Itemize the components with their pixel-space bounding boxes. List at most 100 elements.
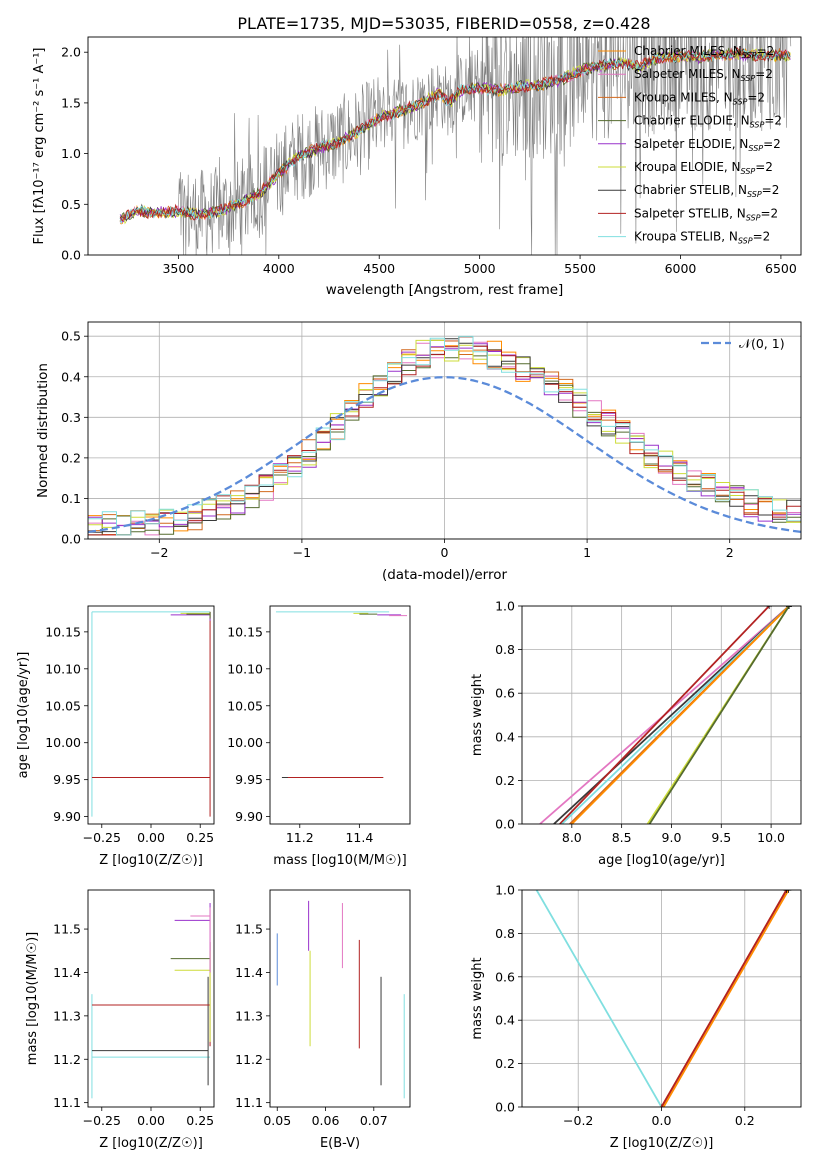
y-tick-label: 0.0 bbox=[61, 532, 81, 547]
y-tick-label: 0.0 bbox=[61, 248, 81, 263]
x-tick-label: 8.0 bbox=[562, 830, 582, 845]
x-axis-label: mass [log10(M/M☉)] bbox=[273, 853, 406, 868]
y-tick-label: 10.05 bbox=[227, 698, 263, 713]
legend-label: Salpeter ELODIE, NSSP=2 bbox=[634, 137, 781, 153]
y-tick-label: 0.4 bbox=[495, 1013, 515, 1028]
plot-area-age_vs_mass bbox=[275, 611, 408, 778]
y-axis-label: mass weight bbox=[470, 957, 485, 1039]
x-tick-label: 0 bbox=[441, 545, 449, 560]
x-tick-label: 1 bbox=[583, 545, 591, 560]
plot-area-age_vs_Z bbox=[91, 611, 211, 817]
axes-frame bbox=[87, 889, 215, 1108]
y-tick-label: 10.10 bbox=[227, 661, 263, 676]
x-axis-label: wavelength [Angstrom, rest frame] bbox=[326, 282, 564, 298]
panel-residuals: −2 −1 0 1 2 0.0 0.1 0.2 0.3 0.4 0.5 𝒩(0, 1) (data-mo… bbox=[35, 321, 802, 583]
legend-sub: SSP bbox=[742, 51, 757, 60]
y-tick-label: 11.2 bbox=[235, 1052, 263, 1067]
y-tick-label: 0.0 bbox=[495, 1100, 515, 1115]
model-spectrum bbox=[119, 46, 791, 222]
panel-mass_weight_vs_age: ++++++++8.08.59.09.510.00.00.20.40.60.81… bbox=[470, 599, 802, 868]
axes-frame bbox=[87, 605, 215, 825]
legend-rest: =2 bbox=[760, 206, 778, 220]
legend-sub: SSP bbox=[750, 121, 765, 130]
x-tick-label: 6000 bbox=[665, 261, 697, 276]
x-axis-label: Z [log10(Z/Z☉)] bbox=[99, 1136, 203, 1151]
x-axis-label: E(B-V) bbox=[320, 1136, 360, 1151]
x-tick-label: 4000 bbox=[263, 261, 295, 276]
marker: + bbox=[785, 602, 793, 612]
y-tick-label: 0.2 bbox=[495, 1056, 515, 1071]
x-tick-label: 0.2 bbox=[735, 1113, 755, 1128]
legend-label: Chabrier MILES, NSSP=2 bbox=[634, 44, 774, 60]
marker: + bbox=[785, 602, 793, 612]
y-tick-label: 11.2 bbox=[53, 1052, 81, 1067]
marker: + bbox=[785, 602, 793, 612]
axes-frame bbox=[521, 889, 802, 1108]
x-tick-label: 0.06 bbox=[312, 1113, 340, 1128]
mass-weight-line bbox=[660, 890, 788, 1107]
y-tick-label: 9.90 bbox=[235, 809, 263, 824]
y-tick-label: 10.00 bbox=[227, 735, 263, 750]
axes-frame bbox=[87, 321, 802, 540]
marker: + bbox=[658, 1103, 666, 1113]
panel-age_vs_Z: −0.25 0.00 0.25 9.90 9.95 10.00 10.05 10.10 10.1… bbox=[16, 605, 215, 868]
mass-weight-line bbox=[662, 890, 790, 1107]
x-tick-label: 3500 bbox=[162, 261, 194, 276]
legend-rest: =2 bbox=[762, 183, 780, 197]
y-tick-label: 1.0 bbox=[61, 146, 81, 161]
legend-label: Salpeter STELIB, NSSP=2 bbox=[634, 206, 778, 222]
x-tick-label: 2 bbox=[726, 545, 734, 560]
x-tick-label: 0.07 bbox=[360, 1113, 388, 1128]
y-tick-label: 10.10 bbox=[45, 661, 81, 676]
mass-weight-line bbox=[559, 606, 770, 824]
x-tick-label: 10.0 bbox=[757, 830, 785, 845]
y-tick-label: 11.1 bbox=[235, 1095, 263, 1110]
y-tick-label: 0.2 bbox=[61, 450, 81, 465]
legend-sub: SSP bbox=[746, 213, 761, 222]
legend-rest: =2 bbox=[755, 160, 773, 174]
mass-weight-line bbox=[648, 606, 790, 824]
y-tick-label: 1.0 bbox=[495, 599, 515, 614]
mass-weight-line bbox=[571, 606, 790, 824]
figure-title: PLATE=1735, MJD=53035, FIBERID=0558, z=0… bbox=[237, 14, 650, 33]
legend-label: Kroupa ELODIE, NSSP=2 bbox=[634, 160, 773, 176]
legend-sub: SSP bbox=[748, 144, 763, 153]
y-tick-label: 11.3 bbox=[53, 1008, 81, 1023]
y-tick-label: 9.90 bbox=[53, 809, 81, 824]
axes-frame bbox=[269, 889, 411, 1108]
x-axis-label: (data-model)/error bbox=[382, 567, 508, 583]
y-tick-label: 0.6 bbox=[495, 686, 515, 701]
x-tick-label: 0.25 bbox=[186, 1113, 214, 1128]
x-axis-label: Z [log10(Z/Z☉)] bbox=[610, 1136, 714, 1151]
y-tick-label: 0.0 bbox=[495, 817, 515, 832]
legend-rest: =2 bbox=[764, 114, 782, 128]
y-tick-label: 11.3 bbox=[235, 1008, 263, 1023]
panel-mass_weight_vs_Z: ++++−0.20.00.20.00.20.40.60.81.0Z [log10… bbox=[470, 883, 802, 1151]
y-axis-label: Normed distribution bbox=[35, 363, 51, 498]
panel-mass_vs_ebv: 0.05 0.06 0.07 11.1 11.2 11.3 11.4 11.5 E(B-V) bbox=[235, 889, 411, 1151]
y-tick-label: 0.2 bbox=[495, 773, 515, 788]
legend-label: Kroupa STELIB, NSSP=2 bbox=[634, 230, 770, 246]
gaussian-curve bbox=[88, 376, 801, 534]
x-tick-label: 4500 bbox=[363, 261, 395, 276]
y-tick-label: 10.15 bbox=[227, 624, 263, 639]
x-axis-label: age [log10(age/yr)] bbox=[598, 853, 725, 868]
x-tick-label: 11.4 bbox=[345, 830, 373, 845]
plot-area-spectrum bbox=[119, 37, 792, 255]
y-tick-label: 0.4 bbox=[61, 369, 81, 384]
axes-frame bbox=[269, 605, 411, 825]
y-tick-label: 11.5 bbox=[53, 922, 81, 937]
marker: + bbox=[765, 602, 773, 612]
x-tick-label: 5500 bbox=[564, 261, 596, 276]
mass-weight-line bbox=[535, 890, 663, 1107]
y-tick-label: 0.6 bbox=[495, 969, 515, 984]
legend-rest: =2 bbox=[763, 137, 781, 151]
y-tick-label: 9.95 bbox=[53, 772, 81, 787]
x-tick-label: 8.5 bbox=[612, 830, 632, 845]
observed-spectrum bbox=[119, 37, 792, 255]
legend-label: Chabrier STELIB, NSSP=2 bbox=[634, 183, 779, 199]
legend-rest: =2 bbox=[756, 44, 774, 58]
x-tick-label: 9.0 bbox=[662, 830, 682, 845]
y-tick-label: 9.95 bbox=[235, 772, 263, 787]
x-tick-label: 5000 bbox=[464, 261, 496, 276]
